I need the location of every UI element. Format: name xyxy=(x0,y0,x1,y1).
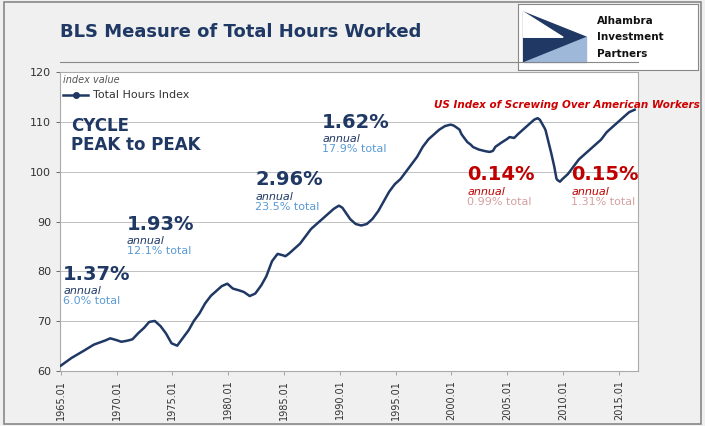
Text: annual: annual xyxy=(467,187,505,197)
Polygon shape xyxy=(524,12,563,37)
Text: Investment: Investment xyxy=(597,32,664,42)
Polygon shape xyxy=(524,12,587,62)
Text: 1.37%: 1.37% xyxy=(63,265,130,284)
Text: Partners: Partners xyxy=(597,49,648,59)
Text: 12.1% total: 12.1% total xyxy=(127,246,191,256)
Text: annual: annual xyxy=(571,187,609,197)
Text: Alhambra: Alhambra xyxy=(597,16,654,26)
Text: annual: annual xyxy=(63,286,101,296)
Text: 0.15%: 0.15% xyxy=(571,165,639,184)
Text: BLS Measure of Total Hours Worked: BLS Measure of Total Hours Worked xyxy=(60,23,422,41)
Text: US Index of Screwing Over American Workers: US Index of Screwing Over American Worke… xyxy=(434,100,699,110)
Text: 23.5% total: 23.5% total xyxy=(255,201,319,212)
Text: 1.93%: 1.93% xyxy=(127,215,195,234)
Text: 17.9% total: 17.9% total xyxy=(322,144,386,155)
Text: 0.99% total: 0.99% total xyxy=(467,197,532,207)
Text: annual: annual xyxy=(255,192,293,201)
Text: 1.62%: 1.62% xyxy=(322,113,390,132)
Text: annual: annual xyxy=(322,135,360,144)
Polygon shape xyxy=(524,37,587,62)
Text: Total Hours Index: Total Hours Index xyxy=(93,90,190,100)
Text: CYCLE: CYCLE xyxy=(71,117,129,135)
Text: 6.0% total: 6.0% total xyxy=(63,296,121,306)
Text: annual: annual xyxy=(127,236,165,246)
Text: 1.31% total: 1.31% total xyxy=(571,197,635,207)
Text: index value: index value xyxy=(63,75,120,85)
Text: 2.96%: 2.96% xyxy=(255,170,323,189)
Text: 0.14%: 0.14% xyxy=(467,165,535,184)
Text: PEAK to PEAK: PEAK to PEAK xyxy=(71,136,201,155)
